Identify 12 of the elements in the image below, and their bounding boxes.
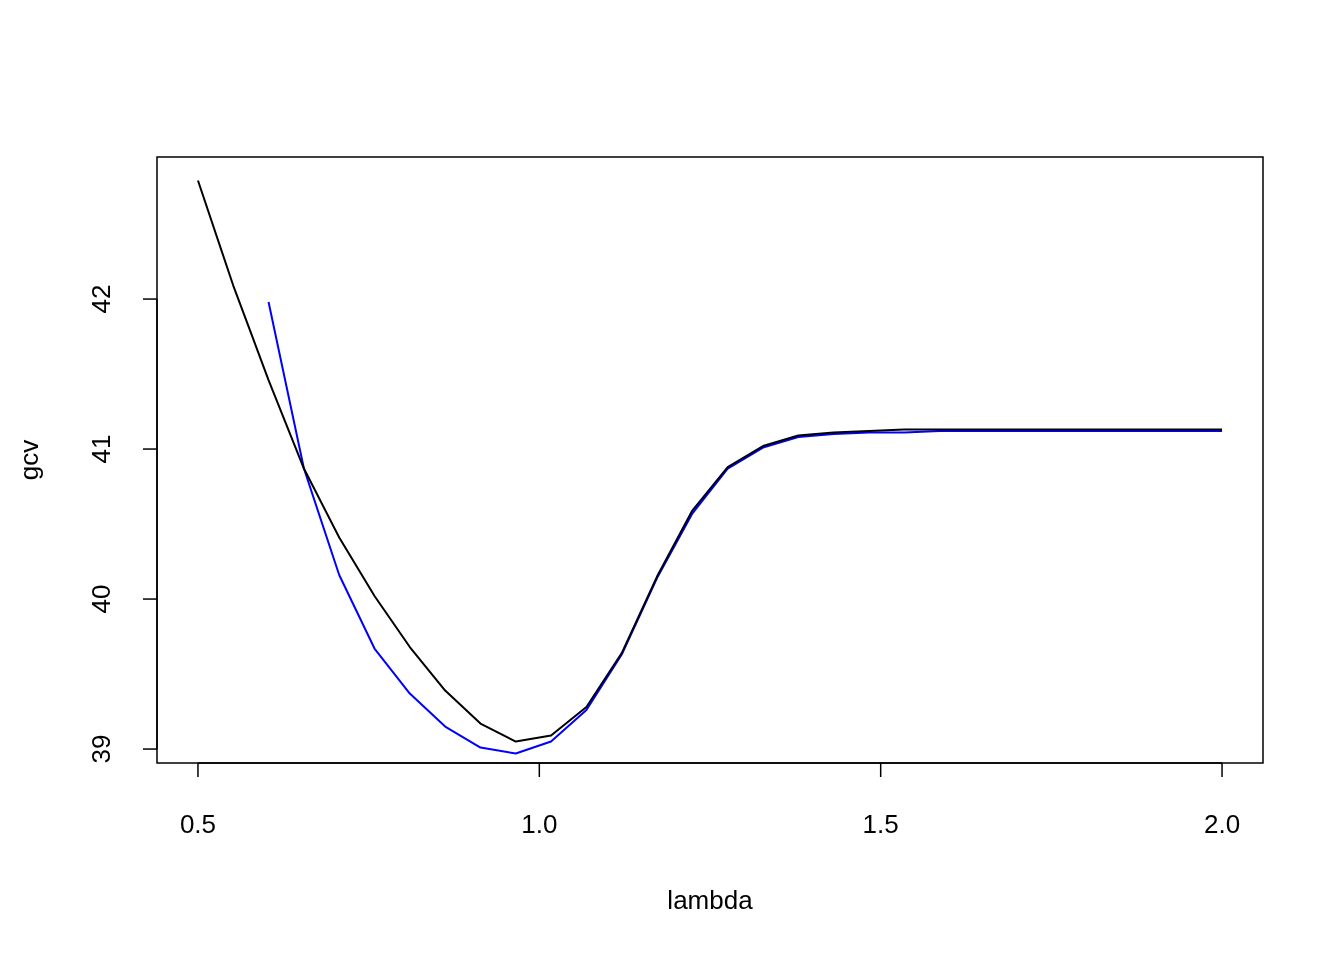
line-series [267, 301, 1224, 755]
y-tick-label: 41 [86, 434, 116, 464]
y-tick-label: 42 [86, 284, 116, 314]
x-tick-label: 0.5 [179, 809, 217, 839]
x-tick-label: 1.0 [521, 809, 558, 839]
y-tick-label: 40 [86, 584, 116, 614]
x-tick-label: 2.0 [1203, 809, 1241, 839]
x-tick-label: 1.5 [862, 809, 899, 839]
x-axis-title: lambda [667, 885, 754, 915]
line-series [196, 179, 1224, 743]
y-tick-label: 39 [86, 734, 116, 764]
y-axis-title: gcv [14, 439, 44, 481]
